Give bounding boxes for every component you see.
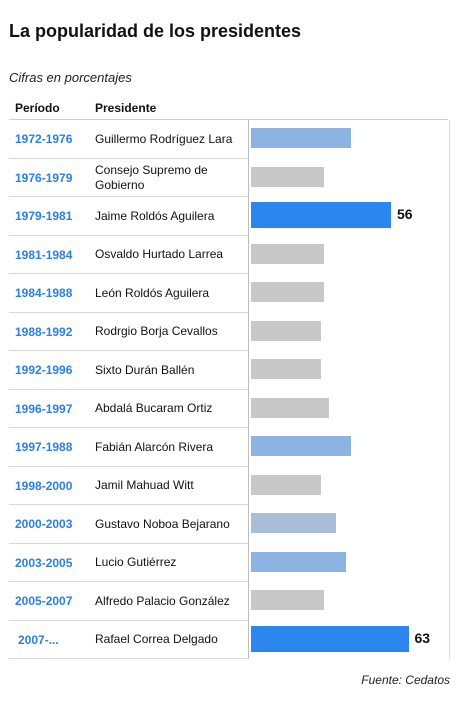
row-divider [9,427,248,428]
bar [251,359,321,380]
table-row: 2007-... Rafael Correa Delgado [0,621,462,659]
row-divider [9,465,248,467]
row-divider [9,504,248,505]
bar-value-label: 63 [414,629,431,646]
row-divider [9,234,248,236]
period-label: 1996-1997 [15,401,73,416]
bar-value-label: 56 [397,206,413,223]
row-divider [9,388,248,390]
bar [251,397,329,418]
president-name: Alfredo Palacio González [95,593,230,608]
bar [251,551,346,572]
period-label: 1981-1984 [15,247,73,262]
table-row: 2000-2003 Gustavo Noboa Bejarano [0,505,462,544]
row-divider [9,350,248,351]
table-rows: 1972-1976 Guillermo Rodríguez Lara 1976-19… [0,120,462,659]
president-column-header: Presidente [95,101,157,115]
president-name: Osvaldo Hurtado Larrea [95,247,224,262]
period-column-header: Período [15,101,60,115]
president-name: León Roldós Aguilera [95,285,210,300]
president-name: Consejo Supremo de Gobierno [95,162,208,192]
header-divider [9,119,448,120]
table-row: 1976-1979 Consejo Supremo de Gobierno [0,159,462,197]
table-row: 1984-1988 León Roldós Aguilera [0,274,462,313]
period-label: 1997-1988 [15,440,73,455]
period-label: 1984-1988 [15,286,73,301]
president-name: Jaime Roldós Aguilera [95,208,215,223]
period-label: 2007-... [18,632,59,647]
period-label: 2003-2005 [15,555,73,570]
bar [251,320,321,341]
president-name: Lucio Gutiérrez [95,555,177,570]
row-divider [9,658,248,659]
president-name: Rodrgio Borja Cevallos [95,324,218,339]
table-row: 1997-1988 Fabián Alarcón Rivera [0,428,462,467]
bar [251,436,351,457]
period-label: 1979-1981 [15,209,73,224]
president-name: Guillermo Rodríguez Lara [95,131,233,146]
period-label: 1972-1976 [15,132,73,147]
period-label: 2005-2007 [15,594,73,609]
period-label: 1998-2000 [15,478,73,493]
row-divider [9,619,248,621]
row-divider [9,542,248,544]
row-divider [9,157,248,159]
row-divider [9,196,248,197]
bar [251,590,324,611]
president-name: Fabián Alarcón Rivera [95,439,214,454]
bar [251,128,351,149]
table-row: 2003-2005 Lucio Gutiérrez [0,544,462,582]
bar [251,166,324,187]
row-divider [9,311,248,313]
bar-chart-area: 56 63 [248,120,450,659]
table-row: 1979-1981 Jaime Roldós Aguilera [0,197,462,236]
table-row: 1972-1976 Guillermo Rodríguez Lara [0,120,462,159]
president-name: Abdalá Bucaram Ortiz [95,401,213,416]
period-label: 1988-1992 [15,324,73,339]
bar [251,282,324,303]
row-divider [9,581,248,582]
period-label: 1992-1996 [15,363,73,378]
president-name: Rafael Correa Delgado [95,632,218,647]
source-note: Fuente: Cedatos [361,673,450,687]
chart-subtitle: Cifras en porcentajes [9,70,132,85]
bar [251,513,336,534]
bar [251,625,409,652]
bar [251,243,324,264]
period-label: 2000-2003 [15,517,73,532]
bar [251,474,321,495]
chart-title: La popularidad de los presidentes [9,21,302,41]
bar [251,202,391,229]
president-name: Gustavo Noboa Bejarano [95,516,230,531]
period-label: 1976-1979 [15,170,73,185]
row-divider [9,273,248,274]
table-row: 2005-2007 Alfredo Palacio González [0,582,462,621]
table-row: 1981-1984 Osvaldo Hurtado Larrea [0,236,462,274]
president-name: Sixto Durán Ballén [95,362,195,377]
president-name: Jamil Mahuad Witt [95,478,194,493]
table-row: 1992-1996 Sixto Durán Ballén [0,351,462,390]
table-row: 1988-1992 Rodrgio Borja Cevallos [0,313,462,351]
table-row: 1998-2000 Jamil Mahuad Witt [0,467,462,505]
table-row: 1996-1997 Abdalá Bucaram Ortiz [0,390,462,428]
